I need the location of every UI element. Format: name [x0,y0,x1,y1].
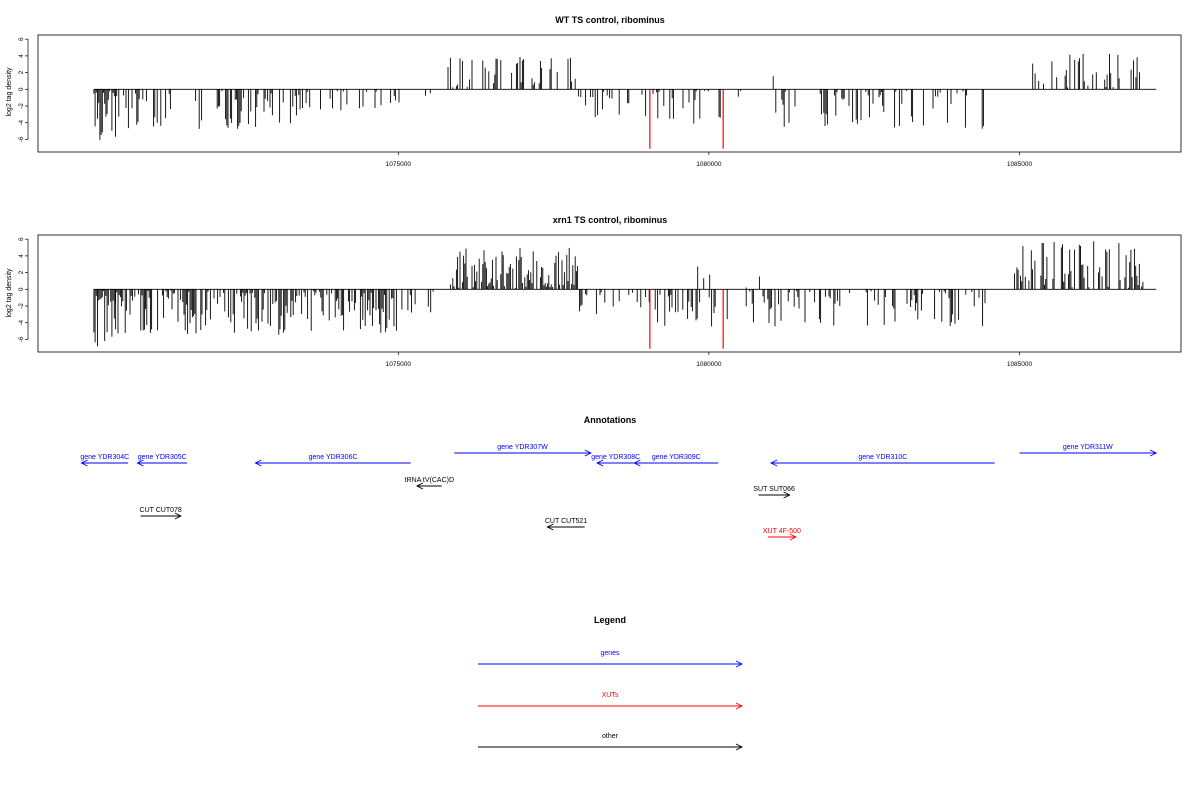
feature-label: CUT CUT078 [140,507,182,514]
xrn1-density-panel: xrn1 TS control, ribominus log2 tag dens… [6,215,1182,368]
legend-arrow-head [735,702,744,710]
feature-arrow-head [174,512,182,520]
y-tick-label: 0 [18,87,25,91]
wt-bars [93,53,1157,149]
y-tick-label: 4 [18,254,25,258]
feature-label: CUT CUT521 [545,518,587,525]
xrn1-panel-title: xrn1 TS control, ribominus [553,215,668,225]
x-tick-label: 1075000 [386,361,412,368]
feature-label: gene YDR309C [652,454,701,461]
xrn1-y-axis-label: log2 tag density [6,268,13,318]
legend-title: Legend [594,615,626,625]
feature-label: gene YDR310C [858,454,907,461]
y-tick-label: 4 [18,54,25,58]
y-tick-label: 2 [18,270,25,274]
y-tick-label: -2 [18,103,25,109]
feature-arrow-head [789,533,797,541]
feature-arrow-head [254,459,262,467]
xrn1-bars [93,241,1157,349]
legend-label: genes [600,650,620,657]
feature-label: gene YDR305C [138,454,187,461]
legend-label: other [602,733,619,740]
annotation-feature: gene YDR305C [136,454,188,467]
annotation-feature: SUT SUT066 [753,486,795,499]
y-tick-label: 2 [18,70,25,74]
xrn1-plot-frame [37,234,1182,353]
x-tick-label: 1080000 [696,361,722,368]
annotation-feature: gene YDR308C [591,454,640,467]
legend-items: genes XUTs other [478,650,744,751]
feature-label: gene YDR306C [309,454,358,461]
wt-y-axis-label: log2 tag density [6,67,13,117]
feature-arrow-head [415,482,424,490]
annotation-features: gene YDR304C gene YDR305C gene YDR306C gene… [80,444,1158,541]
xrn1-x-axis: 1075000 1080000 1085000 [386,352,1033,368]
legend-arrow-head [735,743,744,751]
x-tick-label: 1085000 [1007,361,1033,368]
wt-plot-frame [37,34,1182,153]
y-tick-label: 6 [18,37,25,41]
feature-arrow-head [136,459,144,467]
annotation-feature: XUT 4F-500 [763,528,801,541]
annotations-title: Annotations [584,415,637,425]
legend-item: genes [478,650,744,668]
wt-y-axis: -6 -4 -2 0 2 4 6 [18,37,29,142]
feature-arrow-head [783,491,791,499]
feature-label: gene YDR304C [80,454,129,461]
feature-arrow-head [596,459,604,467]
annotation-feature: tRNA tV(CAC)D [405,477,454,490]
annotations-track: Annotations gene YDR304C gene YDR305C gene… [80,415,1158,541]
feature-label: XUT 4F-500 [763,528,801,535]
y-tick-label: -4 [18,319,25,325]
feature-label: SUT SUT066 [753,486,795,493]
legend-arrow-head [735,660,744,668]
feature-arrow-head [770,459,778,467]
feature-label: gene YDR308C [591,454,640,461]
annotation-feature: CUT CUT078 [140,507,182,520]
feature-arrow-head [633,459,641,467]
wt-panel-title: WT TS control, ribominus [555,15,665,25]
annotation-feature: gene YDR310C [770,454,995,467]
y-tick-label: 0 [18,287,25,291]
y-tick-label: -6 [18,336,25,342]
y-tick-label: -2 [18,303,25,309]
feature-label: gene YDR311W [1063,444,1113,451]
legend: Legend genes XUTs other [478,615,744,751]
annotation-feature: gene YDR311W [1019,444,1158,457]
x-tick-label: 1075000 [386,161,412,168]
annotation-feature: CUT CUT521 [545,518,587,531]
y-tick-label: -4 [18,119,25,125]
legend-item: other [478,733,744,751]
feature-label: tRNA tV(CAC)D [405,477,454,484]
y-tick-label: -6 [18,136,25,142]
x-tick-label: 1080000 [696,161,722,168]
x-tick-label: 1085000 [1007,161,1033,168]
feature-label: gene YDR307W [497,444,548,451]
wt-x-axis: 1075000 1080000 1085000 [386,152,1033,168]
legend-item: XUTs [478,692,744,710]
feature-arrow-head [546,523,554,531]
legend-label: XUTs [602,692,619,699]
xrn1-y-axis: -6 -4 -2 0 2 4 6 [18,237,29,342]
feature-arrow-head [584,449,592,457]
annotation-feature: gene YDR304C [80,454,129,467]
annotation-feature: gene YDR309C [633,454,719,467]
feature-arrow-head [80,459,88,467]
feature-arrow-head [1149,449,1158,457]
y-tick-label: 6 [18,237,25,241]
annotation-feature: gene YDR306C [254,454,411,467]
wt-density-panel: WT TS control, ribominus log2 tag densit… [6,15,1182,168]
annotation-feature: gene YDR307W [454,444,592,457]
